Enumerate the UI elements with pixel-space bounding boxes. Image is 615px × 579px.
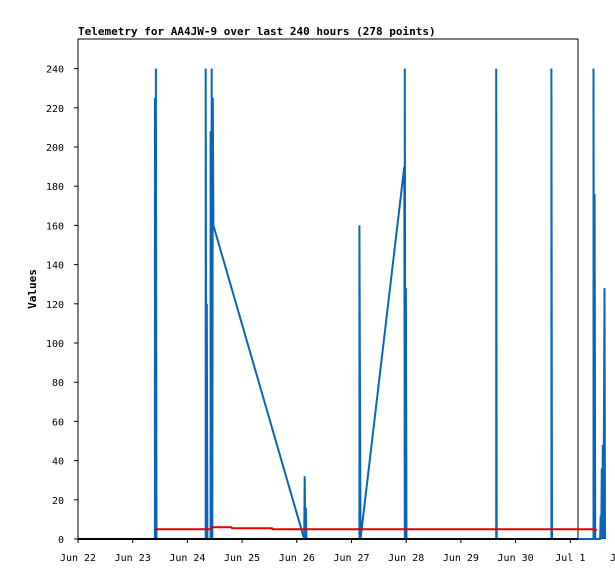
chart-title: Telemetry for AA4JW-9 over last 240 hour… (78, 25, 436, 38)
x-tick-label: Jul 2 (610, 553, 615, 564)
x-tick-label: Jun 29 (443, 553, 479, 564)
x-tick-label: Jun 22 (60, 553, 96, 564)
series-layer (78, 68, 606, 540)
x-tick-label: Jun 25 (224, 553, 260, 564)
y-axis-label: Values (26, 269, 39, 309)
x-tick-label: Jun 30 (498, 553, 534, 564)
y-tick-label: 60 (52, 417, 64, 428)
series-line-0 (153, 68, 606, 540)
x-tick-label: Jun 28 (388, 553, 424, 564)
x-tick-label: Jul 1 (555, 553, 585, 564)
y-tick-label: 140 (46, 261, 64, 272)
y-tick-label: 0 (58, 535, 64, 546)
x-tick-label: Jun 23 (115, 553, 151, 564)
y-tick-label: 100 (46, 339, 64, 350)
y-tick-label: 220 (46, 104, 64, 115)
y-tick-label: 80 (52, 378, 64, 389)
x-tick-label: Jun 27 (333, 553, 369, 564)
y-axis-ticks: 0 20 40 60 80 100 120 140 160 180 200 220 240 (46, 65, 78, 546)
y-tick-label: 20 (52, 496, 64, 507)
y-tick-label: 200 (46, 143, 64, 154)
y-tick-label: 240 (46, 65, 64, 76)
x-axis-ticks: Jun 22 Jun 23 Jun 24 Jun 25 Jun 26 Jun 27 Jun … (60, 539, 615, 564)
y-tick-label: 180 (46, 182, 64, 193)
y-tick-label: 160 (46, 221, 64, 232)
plot-frame (77, 38, 579, 540)
x-tick-label: Jun 24 (169, 553, 205, 564)
x-tick-label: Jun 26 (279, 553, 315, 564)
y-tick-label: 40 (52, 457, 64, 468)
series-line-1 (154, 526, 598, 532)
y-tick-label: 120 (46, 300, 64, 311)
